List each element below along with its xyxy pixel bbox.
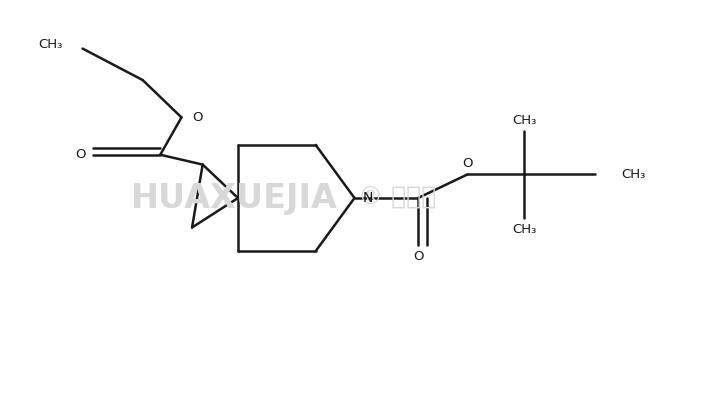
Text: HUAXUEJIA: HUAXUEJIA [131,181,338,215]
Text: O: O [413,251,423,263]
Text: N: N [363,191,374,205]
Text: CH₃: CH₃ [512,114,536,127]
Text: CH₃: CH₃ [622,168,646,181]
Text: CH₃: CH₃ [38,38,63,51]
Text: ® 化学加: ® 化学加 [358,186,436,210]
Text: CH₃: CH₃ [512,223,536,236]
Text: O: O [75,148,86,161]
Text: O: O [191,111,202,124]
Text: O: O [462,157,473,170]
